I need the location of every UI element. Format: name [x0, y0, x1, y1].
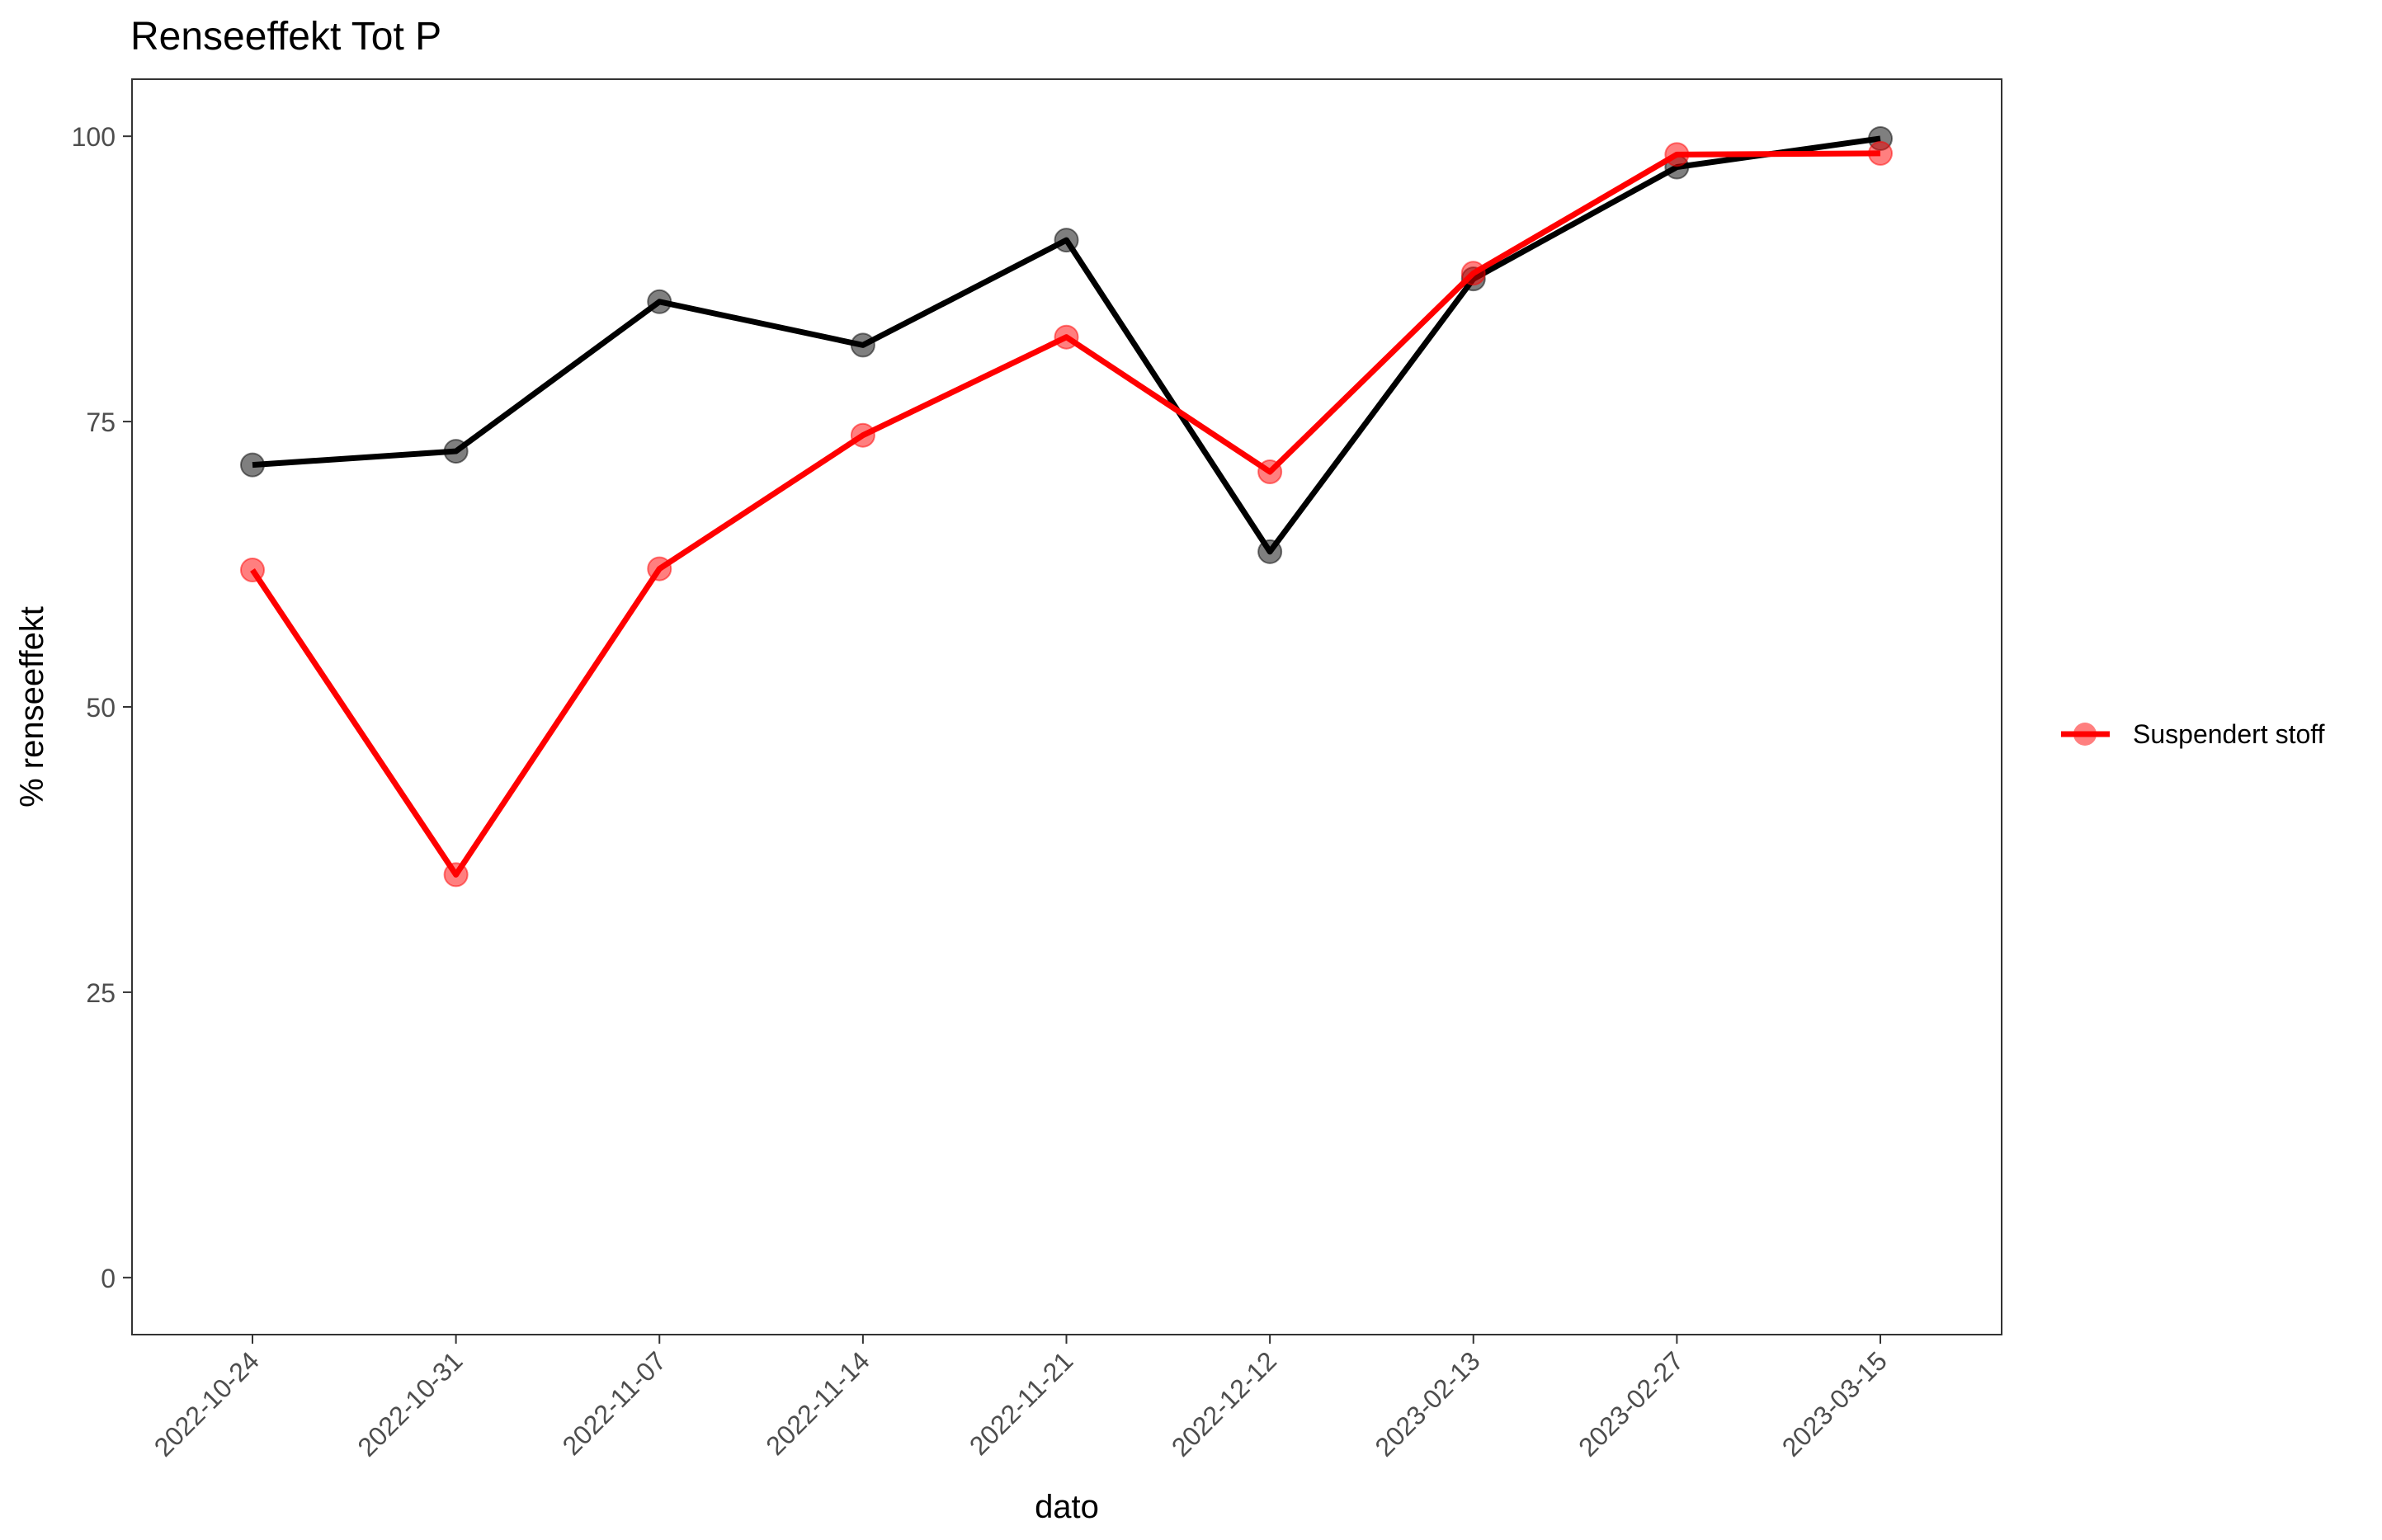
y-tick-label: 0	[101, 1264, 116, 1293]
legend: Suspendert stoff	[2061, 719, 2325, 749]
data-point	[443, 862, 469, 888]
data-point	[1054, 228, 1079, 253]
data-point	[850, 422, 875, 448]
data-point	[443, 439, 469, 464]
legend-label: Suspendert stoff	[2133, 719, 2325, 749]
y-tick-label: 100	[72, 122, 116, 152]
series-layer	[240, 125, 1893, 888]
data-point	[1868, 140, 1893, 166]
y-tick-label: 75	[86, 407, 116, 437]
data-point	[1054, 324, 1079, 350]
y-axis-label: % renseeffekt	[14, 606, 50, 808]
legend-key-point	[2073, 723, 2097, 746]
data-point	[850, 332, 875, 358]
data-point	[647, 556, 672, 582]
y-tick-label: 25	[86, 978, 116, 1008]
y-tick-label: 50	[86, 693, 116, 723]
data-point	[1257, 539, 1283, 564]
x-axis-label: dato	[1035, 1489, 1099, 1525]
chart-title: Renseeffekt Tot P	[130, 15, 441, 59]
series-1	[240, 140, 1893, 888]
data-point	[1257, 459, 1283, 484]
data-point	[647, 289, 672, 314]
data-point	[1460, 261, 1486, 286]
data-point	[240, 557, 265, 582]
series-0	[240, 125, 1893, 564]
data-point	[240, 452, 265, 478]
legend-item: Suspendert stoff	[2061, 719, 2325, 749]
y-axis: 0 25 50 75 100	[72, 122, 132, 1293]
data-point	[1664, 142, 1690, 167]
